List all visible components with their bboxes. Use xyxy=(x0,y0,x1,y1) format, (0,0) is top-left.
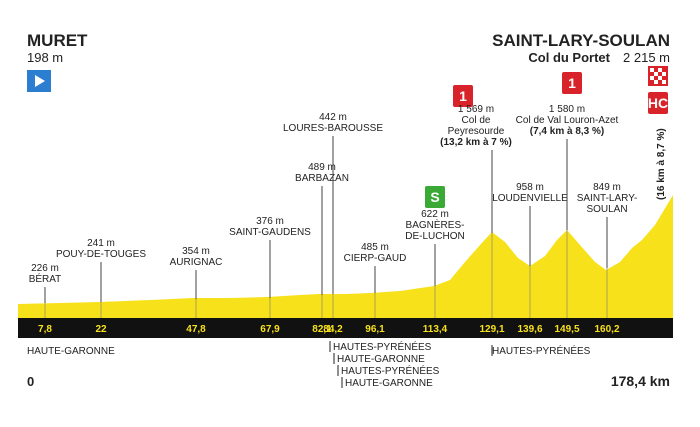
waypoint-altitude: 849 m xyxy=(593,182,621,193)
start-name: MURET xyxy=(27,31,88,50)
region: HAUTES-PYRÉNÉES xyxy=(333,340,432,353)
waypoint-name: DE-LUCHON xyxy=(405,231,464,242)
waypoint-name: BAGNÈRES- xyxy=(406,218,465,231)
km-label: 160,2 xyxy=(594,324,619,335)
waypoint-name: Col de Val Louron-Azet xyxy=(516,115,619,126)
finish-flag xyxy=(648,66,668,86)
waypoint-name: BARBAZAN xyxy=(295,173,349,184)
start-altitude: 198 m xyxy=(27,50,63,65)
badge xyxy=(648,92,668,114)
waypoint-name: BÉRAT xyxy=(29,272,62,285)
km-label: 84,2 xyxy=(323,324,343,335)
km-label: 47,8 xyxy=(186,324,206,335)
start-flag xyxy=(27,70,51,92)
climb-note: (7,4 km à 8,3 %) xyxy=(530,126,604,137)
badge xyxy=(425,186,445,208)
km-label: 96,1 xyxy=(365,324,385,335)
waypoint-altitude: 226 m xyxy=(31,263,59,274)
badge-text: HC xyxy=(648,95,668,111)
region: HAUTES-PYRÉNÉES xyxy=(341,364,440,377)
km-label: 129,1 xyxy=(479,324,504,335)
final-climb-note: (16 km à 8,7 %) xyxy=(656,128,667,200)
badge xyxy=(453,85,473,107)
profile xyxy=(18,195,673,318)
km-label: 22 xyxy=(95,324,107,335)
waypoint-altitude: 485 m xyxy=(361,242,389,253)
region: HAUTES-PYRÉNÉES xyxy=(492,344,591,357)
waypoint-name: Col de xyxy=(462,115,491,126)
km-label: 67,9 xyxy=(260,324,280,335)
km-label: 7,8 xyxy=(38,324,52,335)
finish-altitude: 2 215 m xyxy=(623,50,670,65)
waypoint-name: SAINT-GAUDENS xyxy=(229,227,311,238)
waypoint-altitude: 958 m xyxy=(516,182,544,193)
waypoint-altitude: 241 m xyxy=(87,238,115,249)
distance-finish: 178,4 km xyxy=(611,373,670,389)
distance-start: 0 xyxy=(27,374,34,389)
waypoint-altitude: 1 580 m xyxy=(549,104,585,115)
waypoint-altitude: 1 569 m xyxy=(458,104,494,115)
waypoint-altitude: 442 m xyxy=(319,112,347,123)
badge xyxy=(562,72,582,94)
badge-text: S xyxy=(430,189,439,205)
finish-summit: Col du Portet xyxy=(528,50,610,65)
badge-text: 1 xyxy=(568,75,576,91)
waypoint-name: SAINT-LARY- xyxy=(577,193,638,204)
waypoint-name: POUY-DE-TOUGES xyxy=(56,249,146,260)
waypoint-altitude: 489 m xyxy=(308,162,336,173)
km-label: 139,6 xyxy=(517,324,542,335)
region: HAUTE-GARONNE xyxy=(345,378,433,389)
waypoint-name: LOUDENVIELLE xyxy=(492,193,568,204)
waypoint-altitude: 376 m xyxy=(256,216,284,227)
waypoint-name: Peyresourde xyxy=(448,126,505,137)
waypoint-name: LOURES-BAROUSSE xyxy=(283,123,383,134)
km-label: 113,4 xyxy=(423,324,448,335)
waypoint-altitude: 622 m xyxy=(421,209,449,220)
km-label: 149,5 xyxy=(554,324,579,335)
finish-name: SAINT-LARY-SOULAN xyxy=(492,31,670,50)
climb-note: (13,2 km à 7 %) xyxy=(440,137,512,148)
km-bar xyxy=(18,318,673,338)
badge-text: 1 xyxy=(459,88,467,104)
region: HAUTE-GARONNE xyxy=(27,346,115,357)
waypoint-name: CIERP-GAUD xyxy=(344,253,407,264)
waypoint-name: AURIGNAC xyxy=(170,257,223,268)
waypoint-name: SOULAN xyxy=(586,204,627,215)
region: HAUTE-GARONNE xyxy=(337,354,425,365)
km-label: 82,1 xyxy=(312,324,332,335)
waypoint-altitude: 354 m xyxy=(182,246,210,257)
